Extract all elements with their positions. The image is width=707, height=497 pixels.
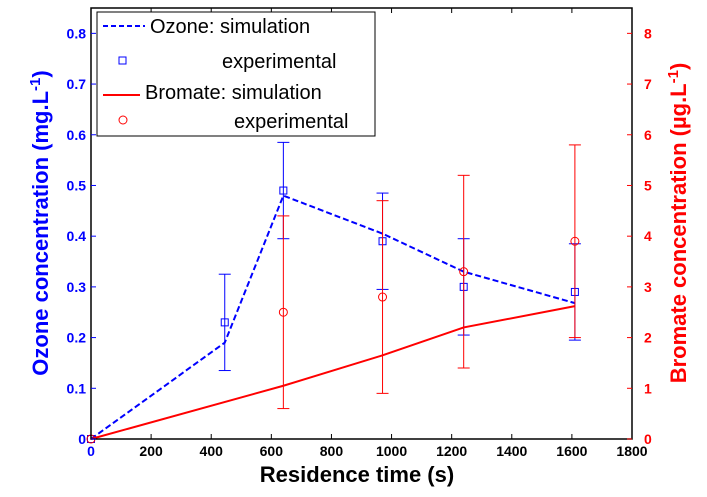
legend: Ozone: simulation experimental Bromate: … (96, 11, 376, 137)
x-tick-label: 400 (200, 443, 224, 459)
legend-bromate-exp-label: experimental (234, 111, 349, 133)
y-left-tick-label: 0.2 (67, 330, 87, 346)
x-tick-label: 200 (139, 443, 163, 459)
x-tick-label: 1800 (616, 443, 647, 459)
left-axis-title: Ozone concentration (mg.L-1) (27, 70, 53, 375)
data-point-circle (378, 292, 388, 302)
x-tick-label: 600 (260, 443, 284, 459)
right-axis-title-close: ) (666, 63, 691, 70)
ticks-layer: 0 200 400 600 800 1000 1200 1400 1600 18000.10.20… (67, 8, 652, 459)
legend-bromate-exp-marker (118, 115, 128, 125)
y-left-tick-label: 0 (78, 431, 86, 447)
y-right-tick-label: 0 (644, 431, 652, 447)
data-point-circle (278, 307, 288, 317)
series-layer (86, 141, 581, 444)
right-axis-title-sup: -1 (665, 70, 682, 83)
legend-ozone-exp-marker (118, 56, 127, 65)
y-left-tick-label: 0.8 (67, 25, 87, 41)
y-right-tick-label: 8 (644, 25, 652, 41)
right-axis-title-main: Bromate concentration (µg.L (666, 83, 691, 383)
right-axis-title: Bromate concentration (µg.L-1) (665, 63, 691, 384)
y-right-tick-label: 7 (644, 76, 652, 92)
legend-bromate-sim-label: Bromate: simulation (145, 82, 322, 104)
y-left-tick-label: 0.6 (67, 127, 87, 143)
y-right-tick-label: 3 (644, 279, 652, 295)
x-axis-title: Residence time (s) (260, 462, 454, 487)
y-right-tick-label: 1 (644, 380, 652, 396)
data-point-circle (459, 267, 469, 277)
y-left-tick-label: 0.1 (67, 380, 87, 396)
x-tick-label: 0 (87, 443, 95, 459)
x-tick-label: 1400 (496, 443, 527, 459)
legend-ozone-exp-label: experimental (222, 51, 337, 73)
y-left-tick-label: 0.7 (67, 76, 87, 92)
data-point-square (220, 318, 229, 327)
legend-box (96, 11, 376, 137)
y-right-tick-label: 2 (644, 330, 652, 346)
series-line-0 (90, 194, 576, 440)
data-point-circle (570, 236, 580, 246)
x-tick-label: 1200 (436, 443, 467, 459)
left-axis-title-main: Ozone concentration (mg.L (28, 91, 53, 376)
x-tick-label: 1000 (376, 443, 407, 459)
data-point-square (279, 186, 288, 195)
axes-frame (90, 7, 633, 440)
left-axis-title-close: ) (28, 70, 53, 77)
y-right-tick-label: 4 (644, 228, 652, 244)
y-right-tick-label: 5 (644, 177, 652, 193)
y-left-tick-label: 0.5 (67, 177, 87, 193)
x-tick-label: 1600 (556, 443, 587, 459)
left-axis-title-sup: -1 (27, 78, 44, 91)
y-left-tick-label: 0.4 (67, 228, 87, 244)
legend-ozone-sim-label: Ozone: simulation (150, 16, 310, 38)
x-tick-label: 800 (320, 443, 344, 459)
y-right-tick-label: 6 (644, 127, 652, 143)
y-left-tick-label: 0.3 (67, 279, 87, 295)
